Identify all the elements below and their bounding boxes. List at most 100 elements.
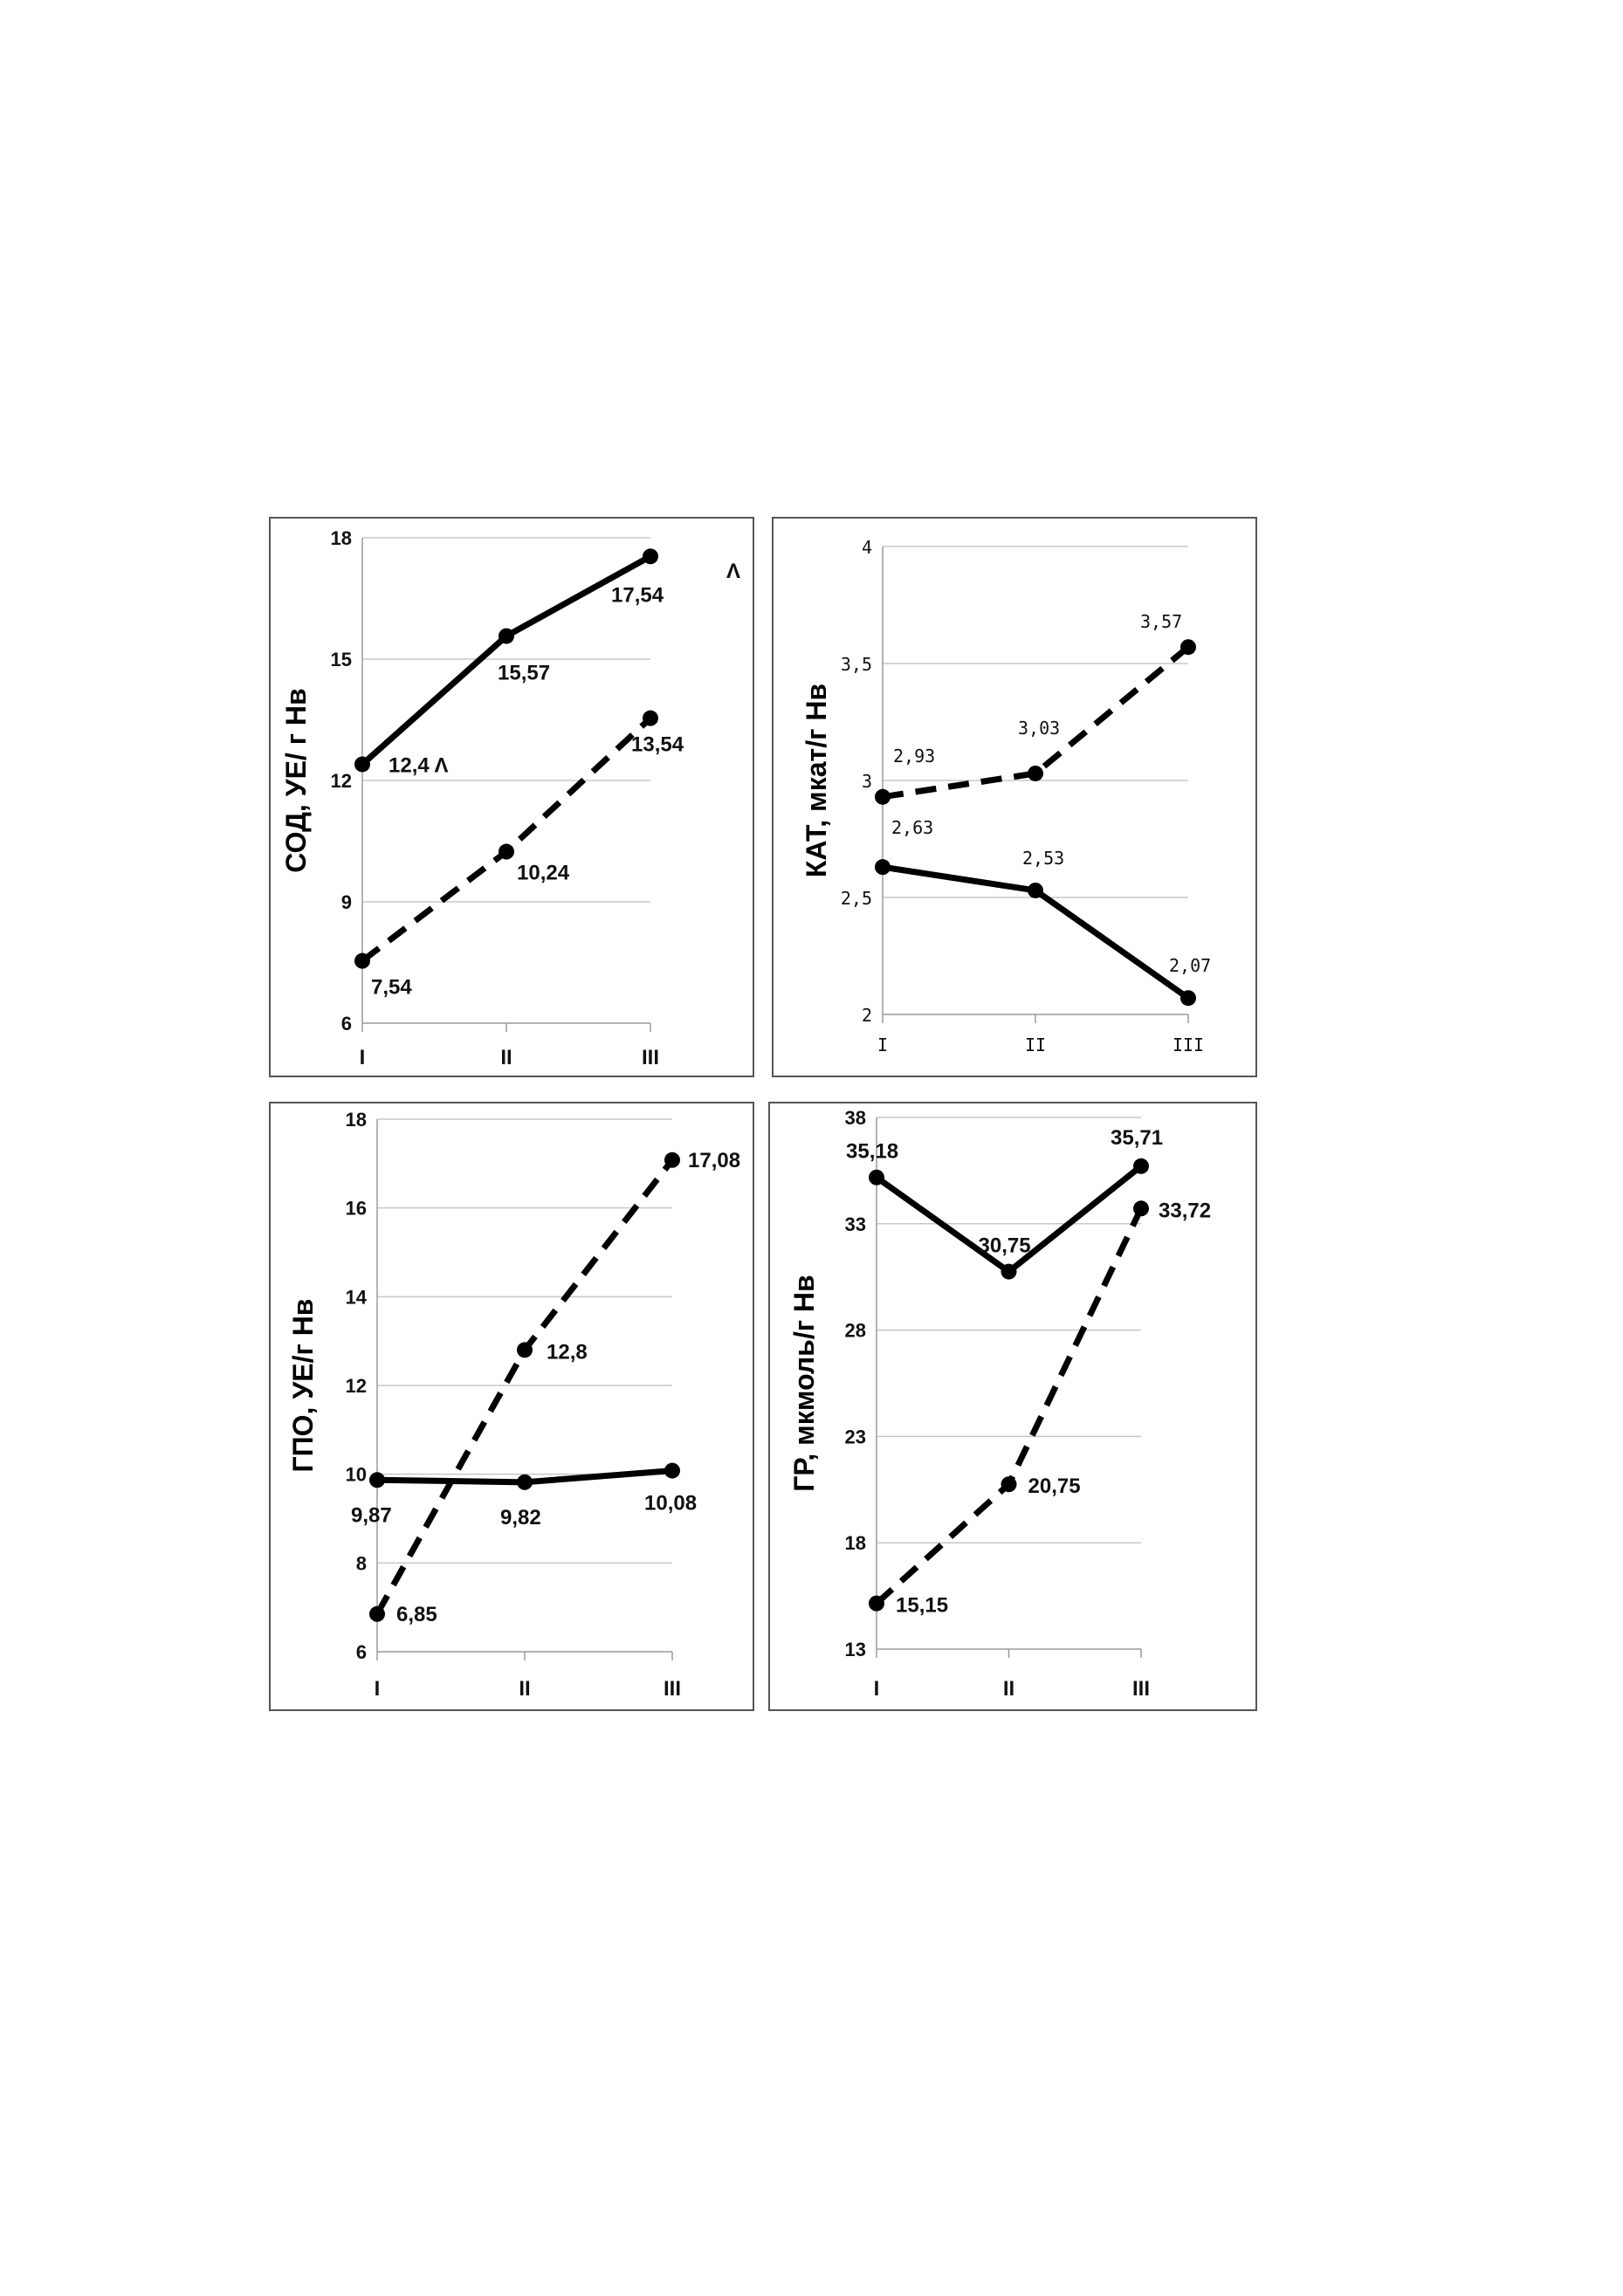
data-label: 20,75 bbox=[1028, 1475, 1081, 1498]
data-label: 35,71 bbox=[1111, 1126, 1163, 1150]
data-point bbox=[517, 1474, 533, 1490]
data-label: 12,8 bbox=[547, 1340, 588, 1364]
data-point bbox=[1133, 1200, 1149, 1217]
data-label: 7,54 bbox=[371, 976, 412, 1000]
data-point bbox=[1028, 882, 1043, 898]
series-line-dashed bbox=[374, 1158, 675, 1616]
data-label: 13,54 bbox=[631, 733, 684, 757]
data-point bbox=[1180, 639, 1196, 656]
y-tick-label: 2 bbox=[862, 1005, 872, 1026]
data-label: 2,53 bbox=[1022, 848, 1064, 869]
data-point bbox=[1001, 1263, 1017, 1280]
y-tick-label: 6 bbox=[356, 1641, 367, 1663]
y-tick-label: 10 bbox=[346, 1464, 367, 1486]
series-line-dashed bbox=[882, 644, 1191, 801]
data-label: 12,4 Λ bbox=[389, 753, 449, 777]
data-label: 9,82 bbox=[500, 1506, 541, 1530]
data-label: 2,63 bbox=[891, 817, 933, 838]
data-point bbox=[643, 710, 658, 726]
y-tick-label: 8 bbox=[356, 1552, 367, 1574]
data-point bbox=[1180, 990, 1196, 1007]
x-tick-label: I bbox=[360, 1046, 366, 1069]
data-point bbox=[499, 843, 514, 860]
x-tick-label: I bbox=[375, 1677, 381, 1701]
data-label: 30,75 bbox=[979, 1234, 1031, 1258]
x-tick-label: III bbox=[642, 1046, 659, 1069]
x-tick-label: II bbox=[1003, 1677, 1014, 1701]
data-point bbox=[1028, 765, 1043, 781]
data-point bbox=[517, 1342, 533, 1358]
y-tick-label: 18 bbox=[331, 527, 352, 549]
y-axis-title: КАТ, мкат/г Нв bbox=[801, 684, 832, 877]
data-point bbox=[1133, 1158, 1149, 1174]
data-label: 6,85 bbox=[396, 1603, 437, 1626]
chart-panel-sod: 18 15 12 9 6 I II III СОД, УЕ/ г Нв 12,4 Λ 15,57 17… bbox=[269, 517, 754, 1077]
data-point bbox=[869, 1169, 884, 1186]
data-label: 10,24 bbox=[517, 862, 570, 885]
x-tick-label: I bbox=[877, 1035, 888, 1055]
y-tick-label: 12 bbox=[346, 1375, 367, 1397]
data-label: 10,08 bbox=[644, 1492, 697, 1516]
data-point bbox=[869, 1595, 884, 1612]
y-tick-label: 3,5 bbox=[841, 654, 872, 675]
y-tick-label: 2,5 bbox=[841, 888, 872, 909]
data-point bbox=[664, 1151, 680, 1168]
y-tick-label: 3 bbox=[862, 771, 872, 792]
annotation-mark: Λ bbox=[726, 560, 740, 583]
y-tick-label: 28 bbox=[845, 1320, 866, 1342]
y-tick-label: 38 bbox=[845, 1107, 866, 1129]
y-tick-label: 18 bbox=[845, 1532, 866, 1554]
x-tick-label: III bbox=[664, 1677, 681, 1701]
y-axis-title: ГР, мкмоль/г Нв bbox=[788, 1275, 820, 1491]
data-label: 15,15 bbox=[896, 1594, 948, 1618]
x-tick-label: II bbox=[519, 1677, 530, 1701]
chart-panel-gpo: 18 16 14 12 10 8 6 I II III ГПО, УЕ/г Нв 9,87 9,82 10… bbox=[269, 1102, 754, 1711]
data-point bbox=[499, 628, 514, 644]
data-label: 3,03 bbox=[1018, 718, 1060, 739]
x-tick-label: II bbox=[500, 1046, 512, 1069]
chart-panel-kat: 4 3,5 3 2,5 2 I II III КАТ, мкат/г Нв 2,93 3,03 3,5… bbox=[772, 517, 1257, 1077]
data-point bbox=[664, 1462, 680, 1479]
data-label: 35,18 bbox=[846, 1140, 898, 1164]
x-tick-label: II bbox=[1025, 1035, 1046, 1055]
series-line-solid bbox=[360, 553, 652, 767]
y-axis-title: СОД, УЕ/ г Нв bbox=[280, 688, 312, 872]
x-tick-label: III bbox=[1173, 1035, 1204, 1055]
chart-panel-gr: 38 33 28 23 18 13 I II III ГР, мкмоль/г Нв 35,18 30… bbox=[768, 1102, 1257, 1711]
y-tick-label: 23 bbox=[845, 1426, 866, 1447]
data-label: 2,07 bbox=[1169, 955, 1211, 976]
data-point bbox=[643, 548, 658, 565]
data-point bbox=[354, 952, 370, 969]
y-tick-label: 12 bbox=[331, 770, 352, 792]
data-point bbox=[369, 1605, 385, 1622]
y-tick-label: 9 bbox=[341, 891, 352, 913]
data-label: 3,57 bbox=[1140, 611, 1182, 632]
data-label: 17,08 bbox=[688, 1149, 740, 1172]
x-tick-label: III bbox=[1132, 1677, 1150, 1701]
data-point bbox=[354, 756, 370, 773]
y-tick-label: 6 bbox=[341, 1013, 352, 1035]
y-tick-label: 33 bbox=[845, 1213, 866, 1235]
data-point bbox=[875, 859, 891, 876]
y-tick-label: 14 bbox=[346, 1286, 368, 1308]
y-tick-label: 13 bbox=[845, 1639, 866, 1660]
data-label: 15,57 bbox=[498, 662, 550, 685]
y-tick-label: 18 bbox=[346, 1109, 367, 1131]
data-point bbox=[369, 1472, 385, 1488]
data-label: 2,93 bbox=[893, 746, 935, 766]
data-label: 17,54 bbox=[611, 583, 664, 607]
data-label: 33,72 bbox=[1159, 1199, 1211, 1222]
y-tick-label: 15 bbox=[331, 649, 352, 670]
data-point bbox=[875, 788, 891, 805]
y-tick-label: 4 bbox=[862, 537, 872, 558]
x-tick-label: I bbox=[874, 1677, 880, 1701]
data-point bbox=[1001, 1476, 1017, 1493]
y-tick-label: 16 bbox=[346, 1198, 367, 1220]
data-label: 9,87 bbox=[351, 1503, 392, 1527]
y-axis-title: ГПО, УЕ/г Нв bbox=[287, 1299, 319, 1473]
